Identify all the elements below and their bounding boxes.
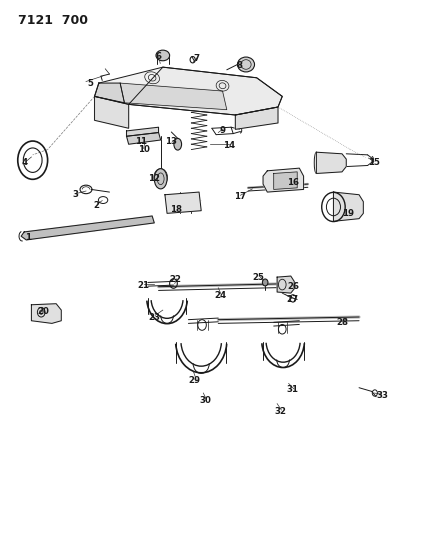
Text: 15: 15 — [368, 158, 380, 167]
Text: 18: 18 — [169, 205, 181, 214]
Text: 17: 17 — [234, 192, 246, 201]
Polygon shape — [95, 67, 282, 115]
Text: 8: 8 — [237, 61, 243, 70]
Polygon shape — [127, 133, 160, 144]
Ellipse shape — [174, 139, 181, 150]
Ellipse shape — [156, 50, 169, 61]
Text: 23: 23 — [148, 312, 160, 321]
Text: 1: 1 — [25, 233, 31, 242]
Text: 24: 24 — [214, 291, 226, 300]
Polygon shape — [21, 216, 154, 240]
Ellipse shape — [238, 57, 255, 72]
Text: 29: 29 — [189, 376, 201, 385]
Text: 11: 11 — [136, 137, 148, 146]
Text: 33: 33 — [377, 391, 389, 400]
Text: 26: 26 — [287, 282, 299, 291]
Polygon shape — [127, 127, 158, 136]
Polygon shape — [129, 67, 282, 115]
Text: 20: 20 — [37, 307, 49, 316]
Polygon shape — [120, 83, 227, 110]
Text: 6: 6 — [155, 52, 161, 61]
Polygon shape — [31, 304, 61, 324]
Text: 22: 22 — [169, 275, 181, 284]
Text: 13: 13 — [165, 137, 177, 146]
Polygon shape — [95, 83, 125, 103]
Polygon shape — [333, 192, 363, 221]
Text: 9: 9 — [220, 126, 226, 135]
Text: 3: 3 — [72, 190, 78, 199]
Polygon shape — [165, 192, 201, 213]
Text: 12: 12 — [148, 174, 160, 183]
Text: 4: 4 — [21, 158, 27, 167]
Ellipse shape — [154, 168, 167, 189]
Text: 10: 10 — [138, 145, 149, 154]
Text: 31: 31 — [287, 385, 299, 394]
Text: 7: 7 — [194, 54, 200, 62]
Text: 25: 25 — [253, 273, 265, 281]
Polygon shape — [95, 96, 129, 128]
Text: 14: 14 — [223, 141, 235, 150]
Polygon shape — [316, 152, 346, 173]
Polygon shape — [235, 107, 278, 130]
Text: 5: 5 — [87, 78, 93, 87]
Text: 30: 30 — [199, 396, 211, 405]
Text: 32: 32 — [274, 407, 286, 416]
Polygon shape — [274, 172, 297, 189]
Text: 21: 21 — [138, 280, 150, 289]
Text: 7121  700: 7121 700 — [18, 14, 88, 27]
Polygon shape — [263, 168, 303, 192]
Text: 16: 16 — [287, 178, 299, 187]
Text: 19: 19 — [342, 209, 354, 218]
Text: 2: 2 — [94, 201, 100, 210]
Text: 28: 28 — [336, 318, 348, 327]
Polygon shape — [277, 276, 294, 293]
Text: 27: 27 — [287, 295, 299, 304]
Ellipse shape — [262, 279, 268, 286]
